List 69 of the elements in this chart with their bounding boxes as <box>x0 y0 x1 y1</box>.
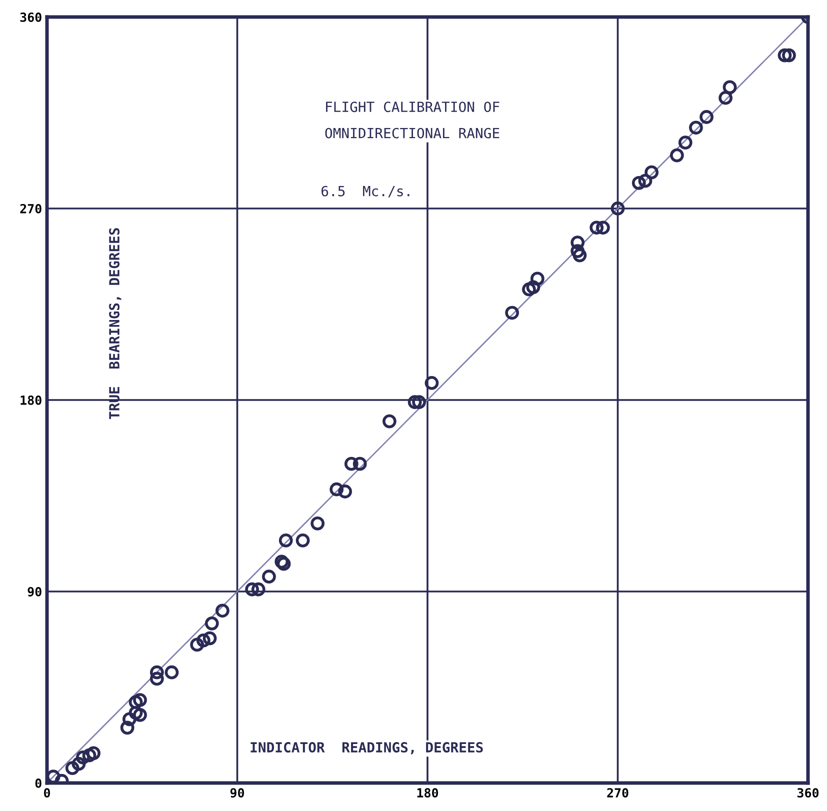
point <box>120 720 134 735</box>
point <box>778 48 792 62</box>
point <box>133 708 147 722</box>
point <box>382 414 396 428</box>
point <box>310 516 325 530</box>
point <box>133 693 147 707</box>
point <box>296 533 310 548</box>
point <box>245 582 259 596</box>
point <box>196 633 210 648</box>
point <box>722 80 737 94</box>
point <box>632 176 646 190</box>
point <box>128 695 143 710</box>
point <box>638 174 652 188</box>
y-tick-label: 180 <box>20 395 42 405</box>
point <box>718 90 733 105</box>
point <box>150 665 164 680</box>
y-tick-label: 0 <box>35 778 42 788</box>
point <box>678 136 692 150</box>
point <box>424 376 439 390</box>
point <box>670 148 684 162</box>
point <box>590 220 604 235</box>
point <box>570 236 585 250</box>
point <box>86 746 100 760</box>
point <box>164 665 179 680</box>
point <box>216 604 230 618</box>
point <box>572 248 587 262</box>
text: 6.5 Mc./s. <box>322 186 410 198</box>
point <box>262 570 276 584</box>
point <box>782 48 796 62</box>
y-tick-label: 360 <box>20 12 42 22</box>
point <box>338 484 352 498</box>
point <box>505 306 519 320</box>
point <box>202 631 217 646</box>
point <box>644 165 659 180</box>
y-tick-label: 270 <box>20 204 42 214</box>
point <box>610 202 625 216</box>
point <box>522 282 536 296</box>
point <box>408 395 422 410</box>
x-tick-label: 270 <box>607 788 628 798</box>
point <box>330 482 344 496</box>
point <box>344 456 358 471</box>
point <box>530 272 544 286</box>
point <box>278 533 293 548</box>
point <box>689 120 703 135</box>
point <box>47 770 60 783</box>
x-tick-label: 0 <box>44 788 50 798</box>
point <box>128 706 143 720</box>
point <box>76 750 90 764</box>
text: FLIGHT CALIBRATION OF OMNIDIRECTIONAL RANGE <box>325 102 500 138</box>
point <box>251 582 266 596</box>
point <box>82 748 96 762</box>
point <box>150 672 164 686</box>
point <box>412 395 426 410</box>
point <box>122 712 136 726</box>
x-tick-label: 90 <box>230 788 244 798</box>
x-tick-label: 360 <box>797 788 819 798</box>
y-axis-title: TRUE BEARINGS, DEGREES <box>109 228 122 419</box>
point <box>72 756 86 771</box>
point <box>190 638 204 652</box>
y-tick-label: 90 <box>28 586 42 596</box>
point <box>596 220 610 235</box>
point <box>526 280 540 294</box>
point <box>700 110 714 124</box>
point <box>65 761 80 776</box>
x-axis-title: INDICATOR READINGS, DEGREES <box>250 742 483 754</box>
point <box>204 616 219 630</box>
point <box>352 456 367 471</box>
point <box>570 244 585 258</box>
x-tick-label: 180 <box>417 788 438 798</box>
